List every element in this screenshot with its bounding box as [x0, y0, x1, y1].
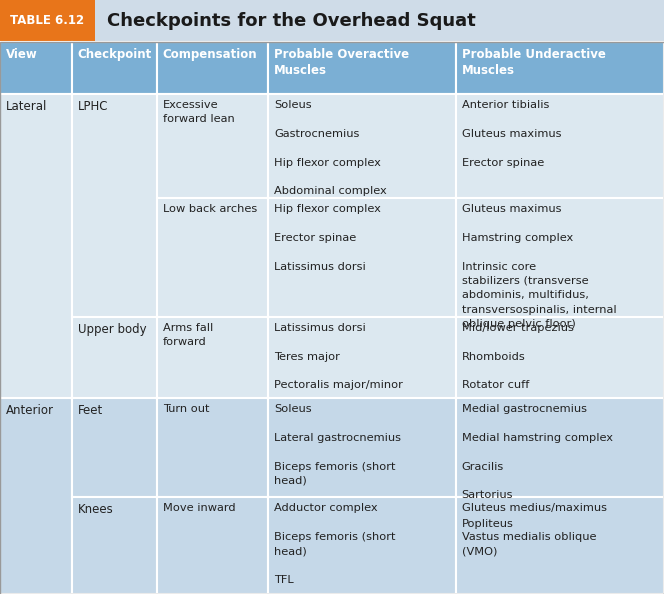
Text: Checkpoints for the Overhead Squat: Checkpoints for the Overhead Squat [107, 12, 475, 30]
Text: Knees: Knees [78, 503, 114, 516]
Bar [268, 94, 456, 198]
Text: LPHC: LPHC [78, 100, 108, 113]
Text: Anterior tibialis

Gluteus maximus

Erector spinae: Anterior tibialis Gluteus maximus Erecto… [461, 100, 561, 168]
Bar [456, 317, 664, 398]
Text: Lateral: Lateral [6, 100, 47, 113]
Bar [157, 497, 268, 594]
Text: Soleus

Lateral gastrocnemius

Biceps femoris (short
head): Soleus Lateral gastrocnemius Biceps femo… [274, 404, 401, 486]
Bar [72, 398, 157, 497]
Bar [456, 94, 664, 198]
Bar [157, 42, 268, 94]
Text: Upper body: Upper body [78, 323, 146, 336]
Bar [72, 94, 157, 317]
Text: Probable Underactive
Muscles: Probable Underactive Muscles [461, 48, 606, 77]
Text: View: View [6, 48, 38, 61]
Text: Gluteus maximus

Hamstring complex

Intrinsic core
stabilizers (transverse
abdom: Gluteus maximus Hamstring complex Intrin… [461, 204, 616, 329]
Bar [456, 398, 664, 497]
Bar [0, 0, 95, 42]
Text: Checkpoint: Checkpoint [78, 48, 152, 61]
Bar [268, 42, 456, 94]
Bar [72, 317, 157, 398]
Text: Move inward: Move inward [163, 503, 235, 513]
Text: Latissimus dorsi

Teres major

Pectoralis major/minor: Latissimus dorsi Teres major Pectoralis … [274, 323, 403, 390]
Text: Excessive
forward lean: Excessive forward lean [163, 100, 234, 124]
Text: Feet: Feet [78, 404, 103, 417]
Bar [268, 317, 456, 398]
Text: Arms fall
forward: Arms fall forward [163, 323, 213, 347]
Bar [72, 497, 157, 594]
Bar [268, 497, 456, 594]
Bar [95, 0, 664, 42]
Bar [0, 41, 664, 42]
Bar [268, 198, 456, 317]
Text: Gluteus medius/maximus

Vastus medialis oblique
(VMO): Gluteus medius/maximus Vastus medialis o… [461, 503, 606, 556]
Bar [157, 94, 268, 198]
Bar [157, 317, 268, 398]
Bar [456, 42, 664, 94]
Bar [72, 42, 157, 94]
Bar [157, 198, 268, 317]
Text: Mid/lower trapezius

Rhomboids

Rotator cuff: Mid/lower trapezius Rhomboids Rotator cu… [461, 323, 574, 390]
Bar [456, 198, 664, 317]
Text: TABLE 6.12: TABLE 6.12 [11, 14, 84, 27]
Text: Hip flexor complex

Erector spinae

Latissimus dorsi: Hip flexor complex Erector spinae Latiss… [274, 204, 381, 271]
Text: Medial gastrocnemius

Medial hamstring complex

Gracilis

Sartorius

Popliteus: Medial gastrocnemius Medial hamstring co… [461, 404, 612, 529]
Bar [0, 94, 72, 398]
Text: Probable Overactive
Muscles: Probable Overactive Muscles [274, 48, 410, 77]
Bar [456, 497, 664, 594]
Bar [268, 398, 456, 497]
Text: Compensation: Compensation [163, 48, 258, 61]
Text: Low back arches: Low back arches [163, 204, 257, 214]
Text: Turn out: Turn out [163, 404, 209, 414]
Bar [0, 42, 72, 94]
Text: Soleus

Gastrocnemius

Hip flexor complex

Abdominal complex: Soleus Gastrocnemius Hip flexor complex … [274, 100, 387, 197]
Text: Anterior: Anterior [6, 404, 54, 417]
Bar [0, 398, 72, 594]
Text: Adductor complex

Biceps femoris (short
head)

TFL

Vastus lateralis: Adductor complex Biceps femoris (short h… [274, 503, 396, 594]
Bar [157, 398, 268, 497]
